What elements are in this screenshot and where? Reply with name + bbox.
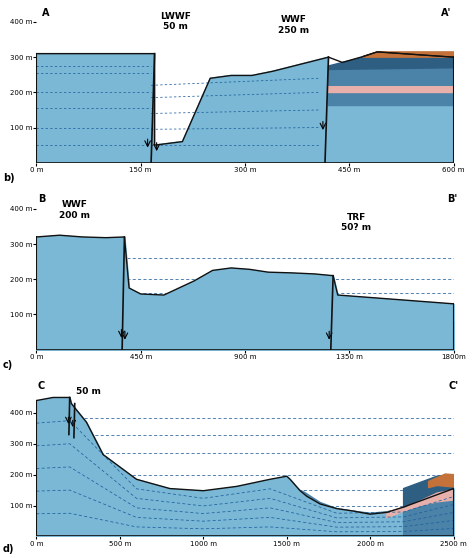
Polygon shape	[328, 93, 454, 105]
Polygon shape	[328, 68, 454, 85]
Polygon shape	[403, 489, 454, 536]
Text: LWWF
50 m: LWWF 50 m	[160, 12, 191, 31]
Text: 50 m: 50 m	[76, 387, 100, 396]
Text: C: C	[37, 382, 45, 391]
Text: WWF
200 m: WWF 200 m	[59, 200, 90, 220]
Text: TRF
50? m: TRF 50? m	[341, 213, 371, 232]
Text: A': A'	[441, 8, 452, 18]
Text: B: B	[38, 195, 46, 204]
Polygon shape	[428, 474, 454, 488]
Polygon shape	[328, 105, 454, 152]
Text: d): d)	[3, 543, 14, 554]
Polygon shape	[36, 437, 454, 536]
Text: WWF
250 m: WWF 250 m	[278, 15, 309, 35]
Polygon shape	[403, 475, 454, 507]
Text: b): b)	[3, 173, 15, 183]
Text: A: A	[42, 8, 49, 18]
Polygon shape	[387, 489, 454, 518]
Text: c): c)	[3, 360, 13, 370]
Polygon shape	[36, 54, 454, 163]
Polygon shape	[328, 85, 454, 93]
Polygon shape	[363, 52, 454, 57]
Text: C': C'	[448, 382, 458, 391]
Polygon shape	[328, 56, 454, 70]
Text: B': B'	[447, 195, 457, 204]
